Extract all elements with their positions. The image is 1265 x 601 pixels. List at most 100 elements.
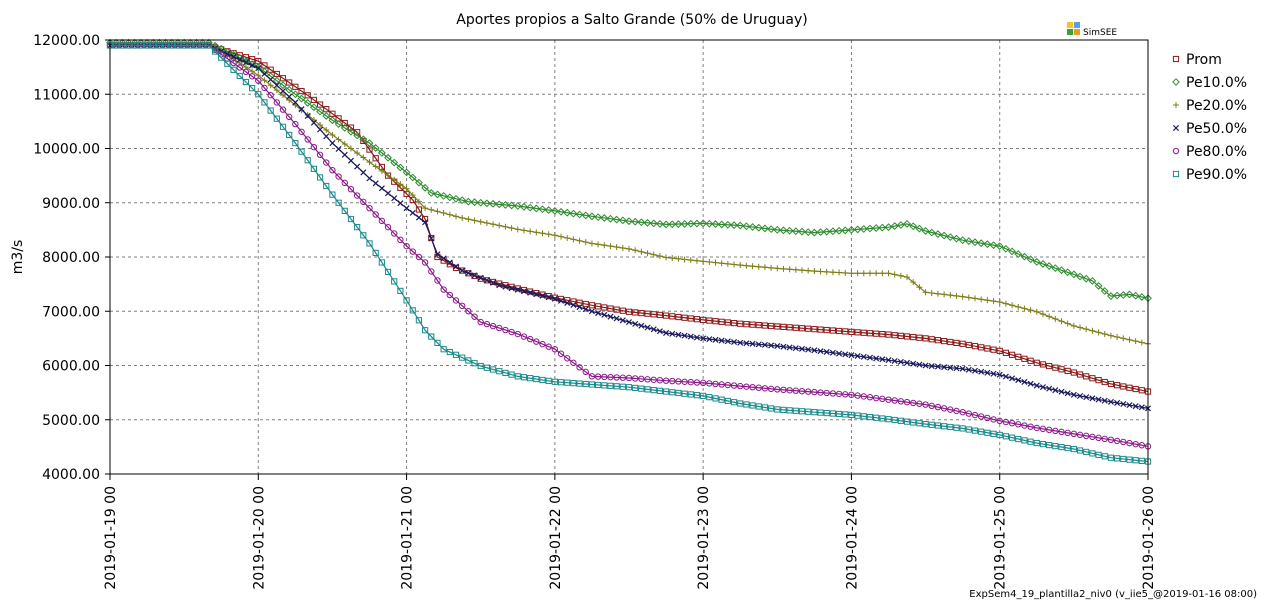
logo-text: SimSEE (1083, 28, 1117, 38)
series-pe50-0 (106, 42, 1152, 412)
series-point-prom (1120, 383, 1127, 390)
footer-run-info: ExpSem4_19_plantilla2_niv0 (v_iie5_@2019… (969, 589, 1257, 600)
simsee-logo: SimSEE (1067, 22, 1117, 38)
series-point-pe10-0 (767, 225, 776, 234)
series-point-pe20-0 (397, 181, 404, 188)
series-point-pe80-0 (934, 403, 942, 411)
series-point-pe90-0 (378, 259, 385, 266)
legend-marker-pe50-0 (1172, 124, 1180, 132)
series-point-pe80-0 (520, 333, 528, 340)
series-point-pe10-0 (532, 204, 541, 213)
series-point-pe90-0 (687, 391, 694, 398)
series-point-pe80-0 (545, 343, 552, 350)
series-point-pe50-0 (471, 272, 478, 279)
series-point-pe50-0 (860, 353, 867, 360)
series-point-pe80-0 (409, 248, 416, 255)
series-point-pe10-0 (1100, 287, 1109, 295)
series-point-pe80-0 (557, 350, 565, 357)
series-point-pe50-0 (236, 56, 243, 63)
series-point-pe80-0 (539, 340, 546, 348)
series-point-pe90-0 (329, 191, 336, 198)
series-point-pe80-0 (267, 91, 274, 99)
series-point-pe50-0 (570, 301, 577, 309)
series-point-pe50-0 (440, 255, 447, 262)
series-point-prom (1089, 375, 1096, 382)
series-point-pe10-0 (445, 193, 454, 202)
series-point-pe10-0 (513, 202, 522, 210)
series-point-pe50-0 (1132, 403, 1139, 410)
series-point-pe50-0 (317, 126, 324, 133)
series-point-prom (372, 155, 379, 162)
series-point-pe90-0 (792, 407, 799, 414)
x-tick-label: 2019-01-19 00 (103, 486, 119, 590)
series-point-pe20-0 (551, 232, 558, 239)
series-point-pe90-0 (292, 139, 299, 147)
series-point-pe90-0 (119, 42, 126, 49)
series-point-pe80-0 (514, 330, 521, 338)
series-point-pe90-0 (174, 42, 182, 49)
series-point-pe50-0 (1101, 397, 1108, 404)
series-point-pe90-0 (452, 351, 460, 358)
series-point-pe90-0 (366, 240, 373, 247)
series-point-pe10-0 (946, 233, 955, 242)
series-point-pe10-0 (686, 219, 695, 228)
series-point-pe50-0 (1126, 402, 1133, 409)
series-point-pe90-0 (835, 410, 843, 418)
series-point-pe50-0 (551, 295, 558, 302)
series-point-pe80-0 (1015, 421, 1022, 428)
series-point-pe20-0 (496, 222, 503, 229)
series-point-pe20-0 (385, 172, 392, 179)
series-point-pe10-0 (872, 224, 881, 232)
series-point-pe10-0 (550, 206, 559, 215)
series-point-pe80-0 (885, 396, 892, 403)
series-point-pe20-0 (774, 265, 781, 272)
series-point-pe80-0 (502, 326, 509, 334)
series-point-prom (724, 319, 731, 326)
series-line-pe90-0 (110, 44, 1149, 463)
series-point-pe10-0 (421, 183, 430, 192)
series-point-pe20-0 (965, 294, 972, 301)
series-point-pe50-0 (978, 368, 985, 375)
legend-item-pe80-0: Pe80.0% (1172, 144, 1247, 160)
series-point-pe20-0 (428, 206, 435, 213)
series-point-pe50-0 (1033, 382, 1040, 389)
series-point-pe10-0 (835, 226, 843, 235)
series-point-pe80-0 (996, 417, 1003, 425)
series-point-pe80-0 (397, 236, 404, 244)
series-point-pe90-0 (873, 414, 880, 421)
series-point-pe90-0 (181, 42, 188, 49)
series-point-pe20-0 (1132, 338, 1139, 345)
series-point-pe50-0 (817, 348, 824, 355)
series-point-pe90-0 (638, 385, 645, 392)
series-point-pe50-0 (879, 356, 886, 363)
series-point-pe20-0 (317, 121, 324, 128)
series-point-pe50-0 (490, 279, 497, 286)
legend-item-pe50-0: Pe50.0% (1172, 121, 1247, 137)
series-point-pe90-0 (984, 429, 991, 436)
series-point-pe50-0 (731, 338, 738, 346)
series-point-pe10-0 (1069, 270, 1078, 279)
series-point-pe90-0 (879, 415, 886, 422)
series-point-pe20-0 (347, 145, 354, 152)
series-point-pe20-0 (663, 254, 670, 261)
series-point-prom (249, 56, 256, 63)
legend-marker-pe90-0 (1172, 170, 1180, 178)
series-point-pe50-0 (483, 277, 490, 284)
series-point-pe90-0 (798, 408, 806, 415)
series-point-pe80-0 (273, 99, 281, 106)
series-point-pe20-0 (1101, 331, 1108, 338)
series-point-pe50-0 (242, 59, 249, 66)
series-point-pe20-0 (459, 214, 466, 221)
series-point-pe20-0 (972, 295, 978, 302)
series-point-pe90-0 (384, 268, 392, 276)
series-point-prom (1095, 377, 1102, 384)
series-point-pe80-0 (607, 373, 614, 381)
series-point-pe10-0 (1113, 291, 1122, 300)
series-point-pe80-0 (1027, 423, 1034, 430)
series-point-pe50-0 (1070, 391, 1077, 398)
series-point-pe10-0 (433, 190, 442, 199)
series-point-pe90-0 (415, 317, 423, 324)
series-point-pe10-0 (736, 221, 745, 230)
series-point-prom (582, 300, 589, 308)
